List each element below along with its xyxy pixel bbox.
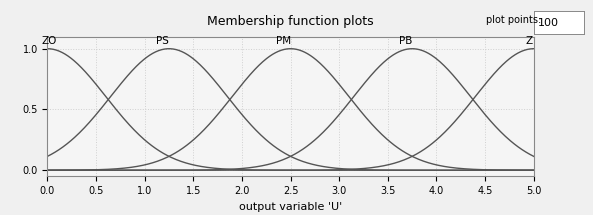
Text: plot points:: plot points: — [486, 15, 541, 25]
X-axis label: output variable 'U': output variable 'U' — [239, 202, 342, 212]
Text: PS: PS — [156, 36, 168, 46]
Text: ZO: ZO — [42, 36, 57, 46]
Text: Z: Z — [525, 36, 533, 46]
Text: 100: 100 — [538, 18, 559, 28]
Text: PM: PM — [276, 36, 291, 46]
Text: PB: PB — [398, 36, 412, 46]
Text: Membership function plots: Membership function plots — [208, 15, 374, 28]
